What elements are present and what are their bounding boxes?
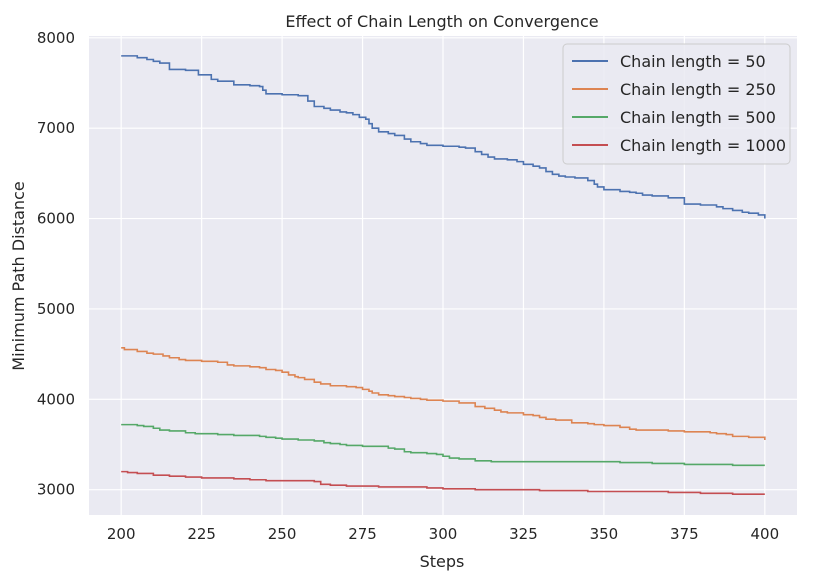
y-axis-ticks: 3000 4000 5000 6000 7000 8000	[37, 29, 75, 499]
x-tick-label: 400	[750, 525, 779, 543]
series-line-1	[121, 347, 766, 440]
legend: Chain length = 50 Chain length = 250 Chain…	[562, 43, 791, 165]
x-tick-label: 300	[429, 525, 458, 543]
series-layer	[121, 55, 766, 496]
y-tick-label: 4000	[37, 390, 75, 408]
y-tick-label: 6000	[37, 210, 75, 228]
x-axis-ticks: 200 225 250 275 300 325 350 375 400	[107, 525, 779, 543]
x-tick-label: 375	[670, 525, 699, 543]
legend-label-0: Chain length = 50	[620, 52, 766, 71]
series-line-0	[121, 55, 766, 219]
y-tick-label: 7000	[37, 119, 75, 137]
y-axis-label: Minimum Path Distance	[9, 181, 28, 370]
x-tick-label: 350	[590, 525, 619, 543]
series-line-3	[121, 470, 765, 496]
legend-label-3: Chain length = 1000	[620, 136, 786, 155]
x-tick-label: 325	[509, 525, 538, 543]
x-tick-label: 275	[348, 525, 377, 543]
y-tick-label: 8000	[37, 29, 75, 47]
y-tick-label: 5000	[37, 300, 75, 318]
x-tick-label: 250	[268, 525, 297, 543]
series-line-2	[121, 423, 765, 467]
y-tick-label: 3000	[37, 481, 75, 499]
chart-title: Effect of Chain Length on Convergence	[285, 12, 598, 31]
legend-label-2: Chain length = 500	[620, 108, 776, 127]
x-tick-label: 225	[187, 525, 216, 543]
legend-box	[562, 43, 791, 165]
legend-label-1: Chain length = 250	[620, 80, 776, 99]
x-axis-label: Steps	[420, 552, 465, 571]
x-tick-label: 200	[107, 525, 136, 543]
